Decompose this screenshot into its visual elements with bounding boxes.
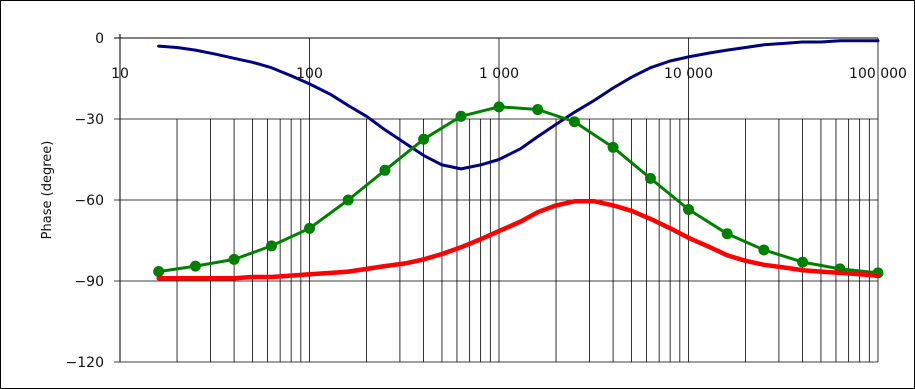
data-point [797,256,809,268]
data-point [189,260,201,272]
data-point [721,228,733,240]
data-point [379,164,391,176]
data-point [493,101,505,113]
data-point [607,141,619,153]
data-point [532,104,544,116]
x-tick-label: 100 [296,66,323,82]
data-point [342,194,354,206]
y-tick-label: 0 [95,31,104,47]
y-tick-label: −90 [74,274,104,290]
data-point [153,266,165,278]
data-point [455,110,467,122]
data-point [683,203,694,215]
data-point [228,253,240,265]
data-point [568,116,580,128]
data-point [418,133,430,145]
data-point [758,244,770,256]
x-tick-label: 10 [111,66,129,82]
data-point [644,172,656,184]
y-tick-label: −120 [66,355,104,371]
y-axis-label: Phase (degree) [40,141,55,240]
series-line-2 [157,105,880,275]
x-tick-label: 1 000 [479,66,519,82]
series-line-3 [156,199,881,281]
series-line-1 [157,39,880,171]
y-tick-label: −60 [74,193,104,209]
data-point [304,222,315,234]
data-point [265,240,277,252]
x-tick-label: 100 000 [849,66,907,82]
x-tick-label: 10 000 [664,66,713,82]
y-tick-label: −30 [74,112,104,128]
